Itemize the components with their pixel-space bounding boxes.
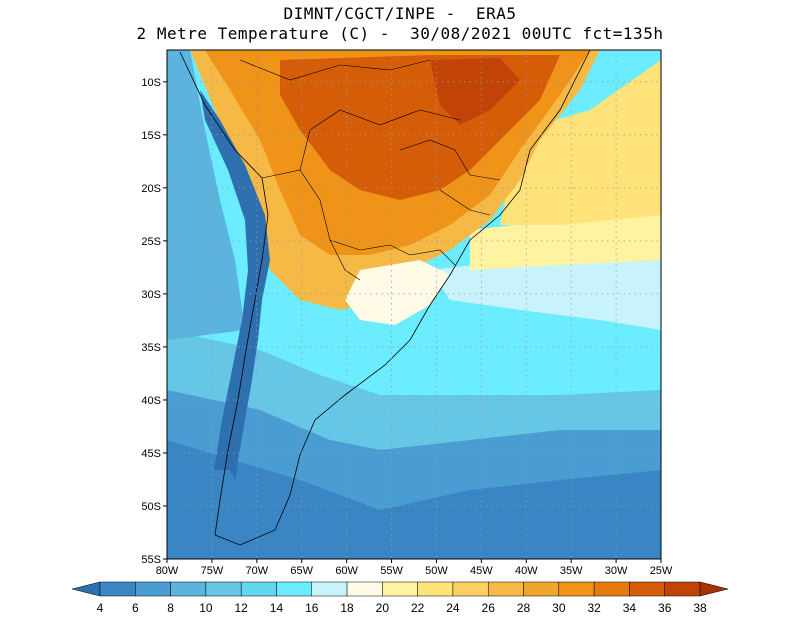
lat-tick-label: 30S <box>141 289 161 301</box>
field-pacific-west <box>167 50 245 340</box>
colorbar: 4 6 8 10 12 14 16 18 20 22 24 26 28 30 32 34 36 38 <box>71 581 729 615</box>
colorbar-swatch <box>346 581 383 597</box>
colorbar-swatch <box>629 581 665 597</box>
lon-tick-label: 75W <box>201 565 224 577</box>
colorbar-swatch <box>240 581 277 597</box>
colorbar-swatch <box>205 581 242 597</box>
lat-tick-label: 50S <box>141 501 161 513</box>
field-atlantic-yellow <box>500 60 661 225</box>
colorbar-label: 18 <box>340 601 354 615</box>
lon-tick-label: 45W <box>470 565 493 577</box>
colorbar-swatch <box>558 581 595 597</box>
colorbar-swatch <box>135 581 171 597</box>
field-plata-cool <box>345 260 450 325</box>
colorbar-swatch <box>382 581 418 597</box>
lat-tick-label: 10S <box>141 77 161 89</box>
colorbar-label: 24 <box>446 601 460 615</box>
lat-tick-label: 25S <box>141 236 161 248</box>
colorbar-label: 26 <box>482 601 496 615</box>
colorbar-swatch <box>417 581 454 597</box>
lon-tick-label: 35W <box>560 565 583 577</box>
lat-tick-label: 35S <box>141 342 161 354</box>
latitude-tick-labels: 10S 15S 20S 25S 30S 35S 40S 45S 50S 55S <box>141 77 167 566</box>
colorbar-label: 34 <box>623 601 637 615</box>
colorbar-label: 36 <box>658 601 672 615</box>
colorbar-swatch <box>276 581 313 597</box>
lat-tick-label: 55S <box>141 554 161 566</box>
longitude-tick-labels: 80W 75W 70W 65W 60W 55W 50W 45W 40W 35W 30W 25W <box>156 559 673 577</box>
colorbar-label: 38 <box>693 601 707 615</box>
colorbar-label: 22 <box>411 601 425 615</box>
colorbar-arrow-low <box>71 581 101 597</box>
colorbar-swatch <box>593 581 630 597</box>
colorbar-swatch <box>99 581 136 597</box>
colorbar-label: 14 <box>270 601 284 615</box>
colorbar-label: 16 <box>305 601 319 615</box>
map-title-line2: 2 Metre Temperature (C) - 30/08/2021 00U… <box>136 24 664 43</box>
colorbar-label: 6 <box>132 601 139 615</box>
colorbar-label: 20 <box>376 601 390 615</box>
lon-tick-label: 50W <box>425 565 448 577</box>
country-borders <box>239 59 501 281</box>
lat-tick-label: 40S <box>141 395 161 407</box>
colorbar-label: 32 <box>587 601 601 615</box>
lon-tick-label: 25W <box>650 565 673 577</box>
colorbar-swatch <box>170 581 207 597</box>
field-andes-cold <box>200 90 270 520</box>
colorbar-swatch <box>311 581 348 597</box>
colorbar-arrow-high <box>699 581 729 597</box>
lat-tick-label: 20S <box>141 183 161 195</box>
map-gridlines <box>167 50 661 559</box>
lon-tick-label: 55W <box>380 565 403 577</box>
colorbar-swatch <box>452 581 489 597</box>
colorbar-label: 28 <box>517 601 531 615</box>
lon-tick-label: 65W <box>290 565 313 577</box>
colorbar-swatch <box>523 581 560 597</box>
colorbar-label: 30 <box>552 601 566 615</box>
field-land-hottest <box>430 58 520 125</box>
lat-tick-label: 45S <box>141 448 161 460</box>
lat-tick-label: 15S <box>141 130 161 142</box>
lon-tick-label: 40W <box>515 565 538 577</box>
coastline <box>179 50 591 546</box>
lon-tick-label: 70W <box>246 565 269 577</box>
lon-tick-label: 30W <box>605 565 628 577</box>
colorbar-label: 8 <box>167 601 174 615</box>
map-frame <box>166 49 662 560</box>
lon-tick-label: 80W <box>156 565 179 577</box>
colorbar-label: 10 <box>199 601 213 615</box>
lon-tick-label: 60W <box>335 565 358 577</box>
colorbar-label: 4 <box>97 601 104 615</box>
field-band-mid-south <box>167 330 661 450</box>
field-patagonia-tip <box>195 470 245 550</box>
temperature-field <box>167 50 661 559</box>
colorbar-swatch <box>664 581 701 597</box>
colorbar-label: 12 <box>234 601 248 615</box>
field-atlantic-pale <box>430 250 661 330</box>
colorbar-swatch <box>487 581 524 597</box>
map-title-line1: DIMNT/CGCT/INPE - ERA5 <box>283 4 517 23</box>
